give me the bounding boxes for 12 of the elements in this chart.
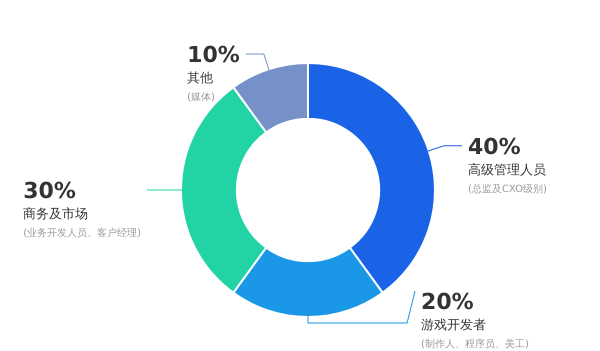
slice-label: 高级管理人员 xyxy=(468,162,546,178)
slice-label: 其他 xyxy=(187,71,214,86)
data-label: 10% xyxy=(187,43,240,68)
data-label: 40% xyxy=(468,134,521,160)
data-label: 30% xyxy=(23,179,76,204)
text: (媒体) xyxy=(187,91,216,103)
text: (制作人、程序员、美工) xyxy=(421,338,529,350)
slice-label: 游戏开发者 xyxy=(421,318,486,333)
slice-label: 商务及市场 xyxy=(23,207,88,222)
data-label: 20% xyxy=(421,290,474,315)
text: (总监及CXO级别) xyxy=(468,182,547,195)
text: (业务开发人员、客户经理) xyxy=(23,227,142,239)
